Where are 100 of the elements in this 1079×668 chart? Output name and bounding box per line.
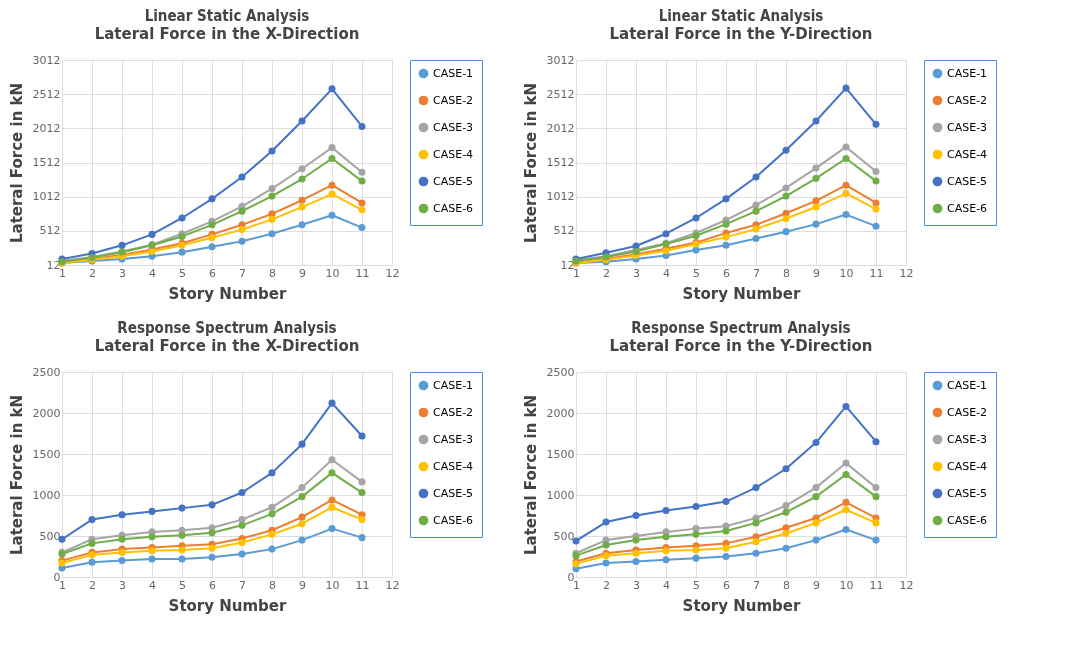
x-tick-label: 8 — [783, 578, 790, 592]
x-axis-title: Story Number — [682, 596, 802, 615]
x-tick-label: 9 — [813, 266, 820, 280]
legend-label: CASE-6 — [947, 201, 988, 215]
x-tick-label: 12 — [385, 578, 400, 592]
y-tick-label: 0 — [567, 570, 575, 584]
chart-title: Response Spectrum Analysis — [117, 319, 337, 337]
x-tick-label: 10 — [325, 266, 340, 280]
x-tick-label: 9 — [299, 266, 306, 280]
y-axis-title: Lateral Force in kN — [521, 82, 540, 244]
y-tick-label: 1500 — [32, 447, 61, 461]
x-tick-label: 7 — [753, 578, 760, 592]
x-tick-label: 12 — [385, 266, 400, 280]
x-tick-label: 7 — [239, 266, 246, 280]
legend-label: CASE-4 — [947, 459, 988, 473]
legend-label: CASE-4 — [947, 147, 988, 161]
x-tick-label: 11 — [355, 578, 370, 592]
legend-label: CASE-5 — [433, 486, 474, 500]
legend-label: CASE-2 — [433, 405, 474, 419]
x-tick-label: 3 — [633, 578, 640, 592]
chart-title: Response Spectrum Analysis — [631, 319, 851, 337]
x-tick-label: 5 — [179, 266, 186, 280]
x-tick-label: 4 — [149, 578, 156, 592]
x-tick-label: 5 — [693, 578, 700, 592]
x-tick-label: 3 — [633, 266, 640, 280]
x-tick-label: 2 — [89, 578, 96, 592]
x-tick-label: 12 — [899, 266, 914, 280]
legend-label: CASE-5 — [947, 486, 988, 500]
x-tick-label: 4 — [663, 578, 670, 592]
x-tick-label: 1 — [573, 578, 580, 592]
legend-label: CASE-3 — [947, 432, 988, 446]
y-axis-title: Lateral Force in kN — [521, 394, 540, 556]
x-tick-label: 2 — [89, 266, 96, 280]
chart-title: Linear Static Analysis — [144, 7, 310, 25]
y-tick-label: 512 — [39, 224, 61, 238]
x-tick-label: 5 — [179, 578, 186, 592]
y-tick-label: 1512 — [32, 156, 61, 169]
x-tick-label: 2 — [603, 578, 610, 592]
y-tick-label: 512 — [553, 224, 575, 238]
x-axis-title: Story Number — [682, 284, 802, 303]
x-axis-title: Story Number — [168, 284, 288, 303]
y-tick-label: 1000 — [32, 488, 61, 502]
y-tick-label: 500 — [39, 529, 61, 543]
y-tick-label: 2500 — [32, 365, 61, 379]
x-tick-label: 9 — [299, 578, 306, 592]
x-tick-label: 12 — [899, 578, 914, 592]
legend-label: CASE-1 — [947, 378, 988, 392]
y-tick-label: 1000 — [546, 488, 575, 502]
x-tick-label: 4 — [663, 266, 670, 280]
y-tick-label: 500 — [553, 529, 575, 543]
legend-label: CASE-3 — [433, 120, 474, 134]
legend-label: CASE-3 — [947, 120, 988, 134]
y-tick-label: 2500 — [546, 365, 575, 379]
x-tick-label: 10 — [839, 578, 854, 592]
y-axis-title: Lateral Force in kN — [7, 82, 26, 244]
legend-label: CASE-6 — [433, 201, 474, 215]
x-tick-label: 2 — [603, 266, 610, 280]
y-tick-label: 3012 — [32, 53, 61, 67]
x-tick-label: 6 — [723, 266, 730, 280]
legend-label: CASE-1 — [433, 66, 474, 80]
chart-subtitle: Lateral Force in the X-Direction — [94, 25, 360, 43]
y-tick-label: 2012 — [32, 121, 61, 135]
y-tick-label: 1012 — [546, 190, 575, 204]
legend-label: CASE-5 — [433, 174, 474, 188]
y-tick-label: 2012 — [546, 121, 575, 135]
y-tick-label: 2000 — [546, 406, 575, 420]
x-tick-label: 9 — [813, 578, 820, 592]
legend-label: CASE-2 — [433, 93, 474, 107]
x-tick-label: 6 — [209, 578, 216, 592]
x-tick-label: 11 — [869, 578, 884, 592]
y-tick-label: 1512 — [546, 156, 575, 169]
legend-label: CASE-6 — [947, 513, 988, 527]
chart-subtitle: Lateral Force in the Y-Direction — [609, 337, 873, 355]
legend-label: CASE-3 — [433, 432, 474, 446]
x-axis-title: Story Number — [168, 596, 288, 615]
legend-label: CASE-1 — [433, 378, 474, 392]
x-tick-label: 11 — [355, 266, 370, 280]
x-tick-label: 8 — [783, 266, 790, 280]
x-tick-label: 6 — [723, 578, 730, 592]
legend-label: CASE-5 — [947, 174, 988, 188]
x-tick-label: 10 — [325, 578, 340, 592]
chart-subtitle: Lateral Force in the Y-Direction — [609, 25, 873, 43]
legend-label: CASE-6 — [433, 513, 474, 527]
x-tick-label: 11 — [869, 266, 884, 280]
x-tick-label: 10 — [839, 266, 854, 280]
x-tick-label: 8 — [269, 266, 276, 280]
x-tick-label: 3 — [119, 578, 126, 592]
y-tick-label: 2000 — [32, 406, 61, 420]
x-tick-label: 7 — [753, 266, 760, 280]
x-tick-label: 8 — [269, 578, 276, 592]
x-tick-label: 1 — [59, 578, 66, 592]
legend-label: CASE-4 — [433, 459, 474, 473]
x-tick-label: 5 — [693, 266, 700, 280]
x-tick-label: 3 — [119, 266, 126, 280]
x-tick-label: 6 — [209, 266, 216, 280]
chart-title: Linear Static Analysis — [658, 7, 824, 25]
legend-label: CASE-2 — [947, 93, 988, 107]
y-tick-label: 0 — [53, 570, 61, 584]
x-tick-label: 4 — [149, 266, 156, 280]
y-tick-label: 1500 — [546, 447, 575, 461]
